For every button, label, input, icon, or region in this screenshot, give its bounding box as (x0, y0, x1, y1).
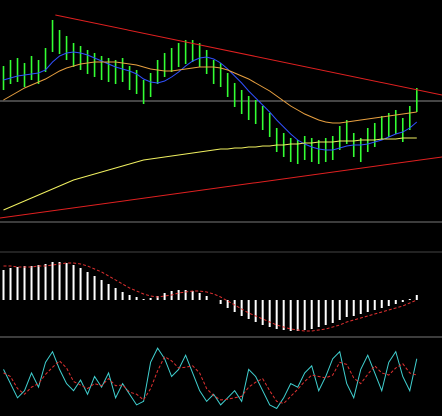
histogram-bar (128, 295, 131, 300)
histogram-bar (51, 262, 54, 300)
histogram-bar (352, 300, 355, 316)
histogram-bar (149, 298, 152, 300)
histogram-bar (37, 265, 40, 300)
oscillator-line (3, 347, 418, 410)
histogram-bar (86, 272, 89, 300)
histogram-bar (394, 300, 397, 304)
histogram-bar (135, 297, 138, 300)
histogram-bar (268, 300, 271, 327)
histogram-bar (401, 300, 404, 302)
histogram-bar (282, 300, 285, 330)
histogram-bar (30, 266, 33, 300)
trend-line (0, 156, 442, 219)
trend-line (55, 14, 442, 96)
histogram-bar (247, 300, 250, 319)
histogram-bar (338, 300, 341, 320)
histogram-bar (233, 300, 236, 312)
histogram-bar (359, 300, 362, 314)
histogram-bar (387, 300, 390, 306)
histogram-bar (79, 268, 82, 300)
histogram-bar (275, 300, 278, 329)
histogram-bar (177, 290, 180, 300)
histogram-bar (198, 293, 201, 300)
histogram-bar (184, 290, 187, 300)
histogram-bar (23, 266, 26, 300)
histogram-bar (163, 293, 166, 300)
histogram-bar (324, 300, 327, 325)
histogram-bar (100, 280, 103, 300)
histogram-bar (93, 276, 96, 300)
histogram-bar (261, 300, 264, 325)
histogram-bar (72, 265, 75, 300)
histogram-bar (114, 288, 117, 300)
histogram-bar (44, 264, 47, 300)
histogram-bar (331, 300, 334, 323)
histogram-bar (142, 299, 145, 300)
histogram-bar (289, 300, 292, 331)
moving-average (3, 51, 418, 151)
oscillator-line (3, 355, 417, 405)
histogram-bar (366, 300, 369, 312)
histogram-bar (121, 292, 124, 300)
histogram-bar (310, 300, 313, 329)
histogram-bar (296, 300, 299, 331)
histogram-bar (219, 300, 222, 304)
histogram-bar (58, 262, 61, 300)
histogram-bar (254, 300, 257, 322)
histogram-bar (408, 299, 411, 300)
moving-average (3, 61, 417, 124)
histogram-bar (107, 284, 110, 300)
histogram-bar (226, 300, 229, 308)
histogram-bar (345, 300, 348, 317)
histogram-bar (205, 296, 208, 300)
histogram-bar (415, 295, 418, 300)
moving-average (3, 137, 417, 211)
histogram-bar (191, 291, 194, 300)
histogram-bar (16, 267, 19, 300)
histogram-bar (317, 300, 320, 327)
histogram-bar (65, 263, 68, 300)
histogram-bar (240, 300, 243, 316)
histogram-bar (380, 300, 383, 308)
histogram-bar (373, 300, 376, 310)
histogram-bar (2, 270, 5, 300)
histogram-bar (303, 300, 306, 330)
signal-line (3, 262, 417, 332)
histogram-bar (156, 296, 159, 300)
histogram-bar (9, 268, 12, 300)
